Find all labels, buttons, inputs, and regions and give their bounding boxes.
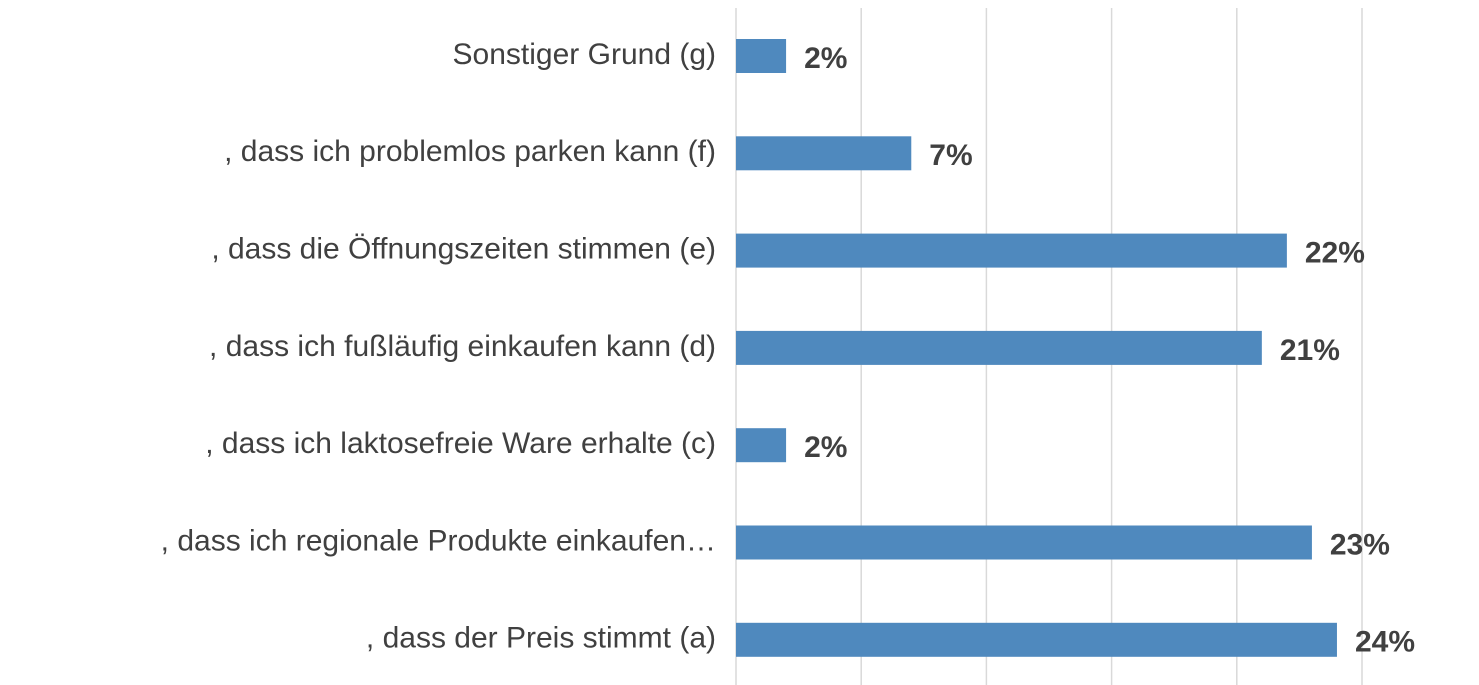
category-label: , dass ich regionale Produkte einkaufen…	[161, 524, 716, 557]
bar	[736, 136, 912, 171]
bar	[736, 39, 787, 73]
bar	[736, 233, 1287, 268]
bar	[736, 622, 1337, 657]
value-label: 2%	[804, 42, 847, 75]
category-label: , dass ich fußläufig einkaufen kann (d)	[209, 330, 716, 363]
value-label: 22%	[1305, 237, 1365, 270]
bar	[736, 330, 1262, 365]
value-label: 21%	[1280, 334, 1340, 367]
value-label: 2%	[804, 431, 847, 464]
bar	[736, 525, 1312, 560]
category-label: , dass der Preis stimmt (a)	[366, 622, 716, 655]
value-label: 23%	[1330, 528, 1390, 561]
category-label: , dass ich problemlos parken kann (f)	[224, 135, 716, 168]
category-label: Sonstiger Grund (g)	[453, 38, 716, 71]
value-label: 7%	[929, 139, 972, 172]
category-label: , dass ich laktosefreie Ware erhalte (c)	[205, 427, 716, 460]
value-label: 24%	[1355, 626, 1415, 659]
category-label: , dass die Öffnungszeiten stimmen (e)	[211, 233, 716, 266]
bar	[736, 428, 787, 463]
